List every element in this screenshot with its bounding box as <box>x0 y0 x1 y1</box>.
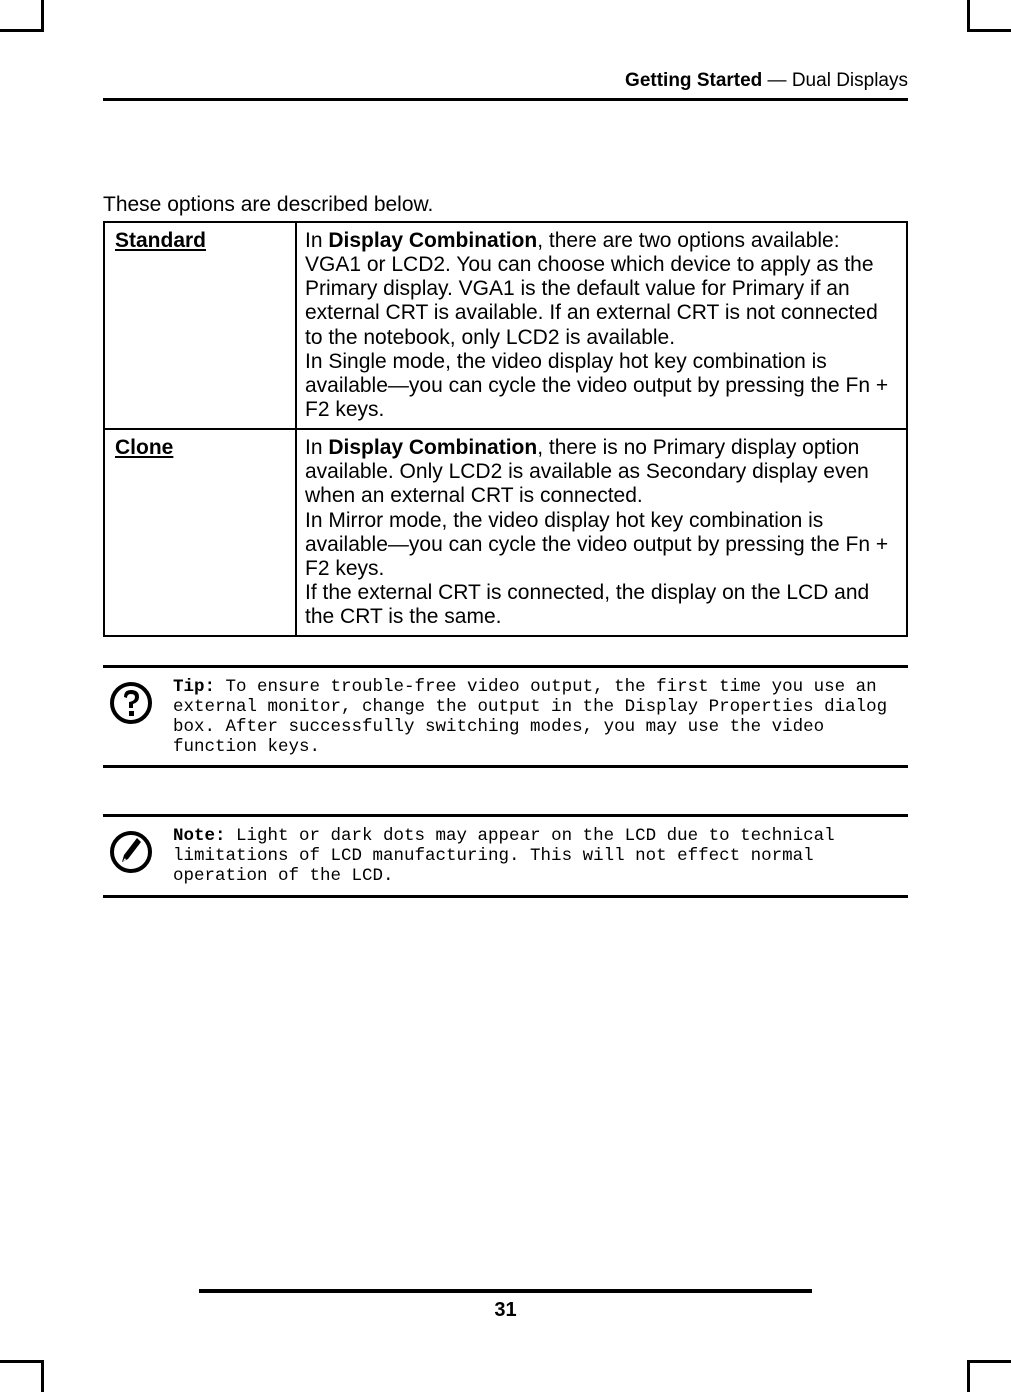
option-label-cell: Standard <box>104 222 296 429</box>
crop-mark <box>970 1360 1011 1363</box>
crop-mark <box>0 29 41 32</box>
crop-mark <box>41 0 44 32</box>
running-header: Getting Started — Dual Displays <box>103 70 908 101</box>
crop-mark <box>41 1360 44 1392</box>
table-row: Clone In Display Combination, there is n… <box>104 429 907 636</box>
desc-prefix: In <box>305 229 328 252</box>
desc-rest: , there is no Primary display option ava… <box>305 436 888 628</box>
option-desc-cell: In Display Combination, there are two op… <box>296 222 907 429</box>
tip-body: To ensure trouble-free video output, the… <box>173 677 887 756</box>
options-table: Standard In Display Combination, there a… <box>103 221 908 637</box>
note-icon <box>103 827 159 875</box>
page-content: Getting Started — Dual Displays These op… <box>103 70 908 1322</box>
page-number: 31 <box>103 1299 908 1322</box>
option-label: Clone <box>115 436 173 459</box>
header-section-bold: Getting Started <box>625 70 762 91</box>
desc-rest: , there are two options available: VGA1 … <box>305 229 888 421</box>
tip-callout: Tip: To ensure trouble-free video output… <box>103 665 908 768</box>
option-desc-cell: In Display Combination, there is no Prim… <box>296 429 907 636</box>
option-label: Standard <box>115 229 206 252</box>
tip-text: Tip: To ensure trouble-free video output… <box>173 678 908 757</box>
intro-text: These options are described below. <box>103 193 908 217</box>
tip-icon <box>103 678 159 726</box>
crop-mark <box>970 29 1011 32</box>
footer-rule <box>199 1289 812 1293</box>
desc-prefix: In <box>305 436 328 459</box>
header-section-rest: — Dual Displays <box>762 70 908 91</box>
crop-mark <box>967 1360 970 1392</box>
crop-mark <box>0 1360 41 1363</box>
crop-mark <box>967 0 970 32</box>
tip-label: Tip: <box>173 677 215 697</box>
desc-bold: Display Combination <box>328 229 537 252</box>
table-row: Standard In Display Combination, there a… <box>104 222 907 429</box>
option-label-cell: Clone <box>104 429 296 636</box>
note-text: Note: Light or dark dots may appear on t… <box>173 827 908 886</box>
note-label: Note: <box>173 826 226 846</box>
page-footer: 31 <box>103 1289 908 1322</box>
note-callout: Note: Light or dark dots may appear on t… <box>103 814 908 897</box>
desc-bold: Display Combination <box>328 436 537 459</box>
note-body: Light or dark dots may appear on the LCD… <box>173 826 835 886</box>
